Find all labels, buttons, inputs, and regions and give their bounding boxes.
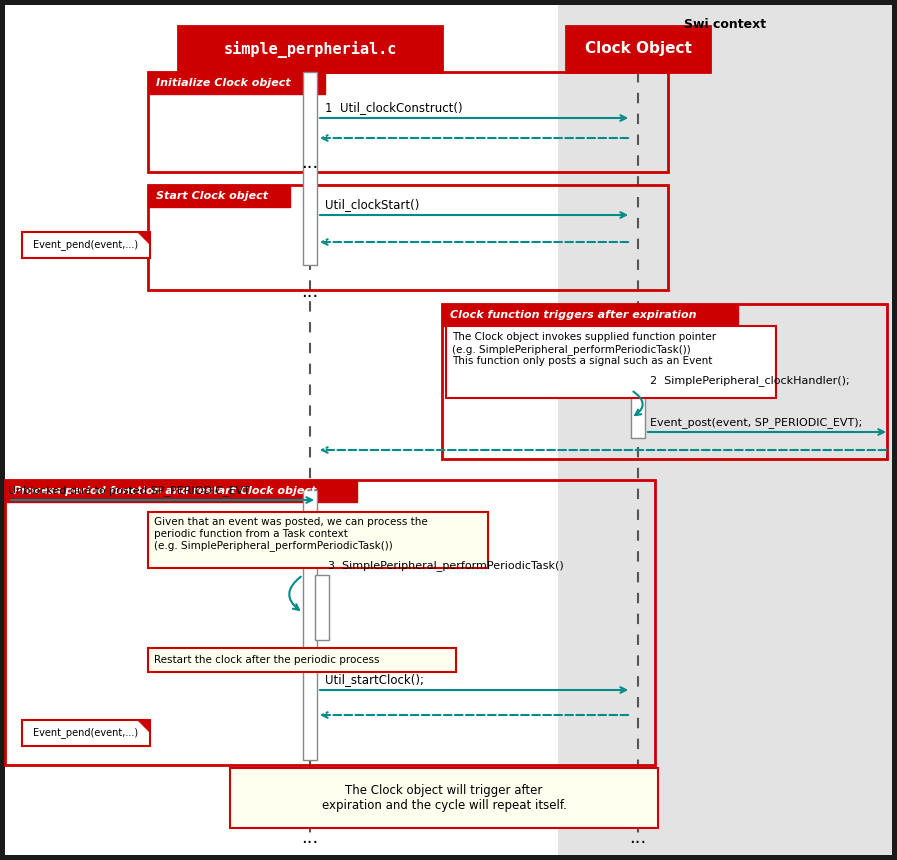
Text: Initialize Clock object: Initialize Clock object: [156, 78, 291, 88]
FancyBboxPatch shape: [303, 72, 317, 265]
FancyBboxPatch shape: [22, 720, 150, 746]
Text: 1  Util_clockConstruct(): 1 Util_clockConstruct(): [325, 101, 463, 114]
FancyBboxPatch shape: [5, 480, 357, 502]
FancyBboxPatch shape: [230, 768, 658, 828]
Text: Event_post(event, SP_PERIODIC_EVT);: Event_post(event, SP_PERIODIC_EVT);: [650, 417, 862, 428]
Text: Event_pend(event,...): Event_pend(event,...): [33, 728, 138, 739]
Text: Restart the clock after the periodic process: Restart the clock after the periodic pro…: [154, 655, 379, 665]
Text: Clock function triggers after expiration: Clock function triggers after expiration: [450, 310, 696, 320]
Text: Util_startClock();: Util_startClock();: [325, 673, 424, 686]
Text: The Clock object will trigger after
expiration and the cycle will repeat itself.: The Clock object will trigger after expi…: [321, 784, 566, 812]
FancyBboxPatch shape: [148, 185, 290, 207]
Text: Process period function and restart Clock object: Process period function and restart Cloc…: [13, 486, 317, 496]
FancyBboxPatch shape: [178, 26, 442, 72]
FancyBboxPatch shape: [148, 512, 488, 568]
Text: ...: ...: [301, 154, 318, 172]
FancyBboxPatch shape: [631, 393, 645, 438]
FancyBboxPatch shape: [566, 26, 710, 72]
Text: Event_pend(event,...): Event_pend(event,...): [33, 240, 138, 250]
FancyBboxPatch shape: [315, 575, 329, 640]
FancyBboxPatch shape: [442, 304, 738, 326]
Polygon shape: [138, 232, 150, 244]
FancyBboxPatch shape: [5, 5, 892, 855]
Text: Util_clockStart(): Util_clockStart(): [325, 198, 420, 211]
FancyBboxPatch shape: [148, 72, 325, 94]
Text: ...: ...: [301, 829, 318, 847]
Text: The Clock object invokes supplied function pointer
(e.g. SimplePeripheral_perfor: The Clock object invokes supplied functi…: [452, 332, 716, 366]
FancyBboxPatch shape: [148, 648, 456, 672]
Text: 2  SimplePeripheral_clockHandler();: 2 SimplePeripheral_clockHandler();: [650, 375, 849, 386]
Text: Clock Object: Clock Object: [585, 41, 692, 57]
Text: ...: ...: [630, 829, 647, 847]
FancyBboxPatch shape: [22, 232, 150, 258]
Text: Swi context: Swi context: [684, 18, 766, 31]
FancyBboxPatch shape: [446, 326, 776, 398]
Text: Given that an event was posted, we can process the
periodic function from a Task: Given that an event was posted, we can p…: [154, 517, 428, 551]
Text: ...: ...: [301, 283, 318, 301]
Polygon shape: [138, 720, 150, 732]
Text: simple_perpherial.c: simple_perpherial.c: [223, 40, 396, 58]
Text: 3  SimplePeripheral_performPeriodicTask(): 3 SimplePeripheral_performPeriodicTask(): [328, 560, 563, 571]
Text: Unblocked due to posted SP_PERIODIC_EVT.: Unblocked due to posted SP_PERIODIC_EVT.: [8, 485, 252, 496]
FancyBboxPatch shape: [558, 5, 892, 855]
FancyBboxPatch shape: [303, 490, 317, 760]
Text: Start Clock object: Start Clock object: [156, 191, 268, 201]
